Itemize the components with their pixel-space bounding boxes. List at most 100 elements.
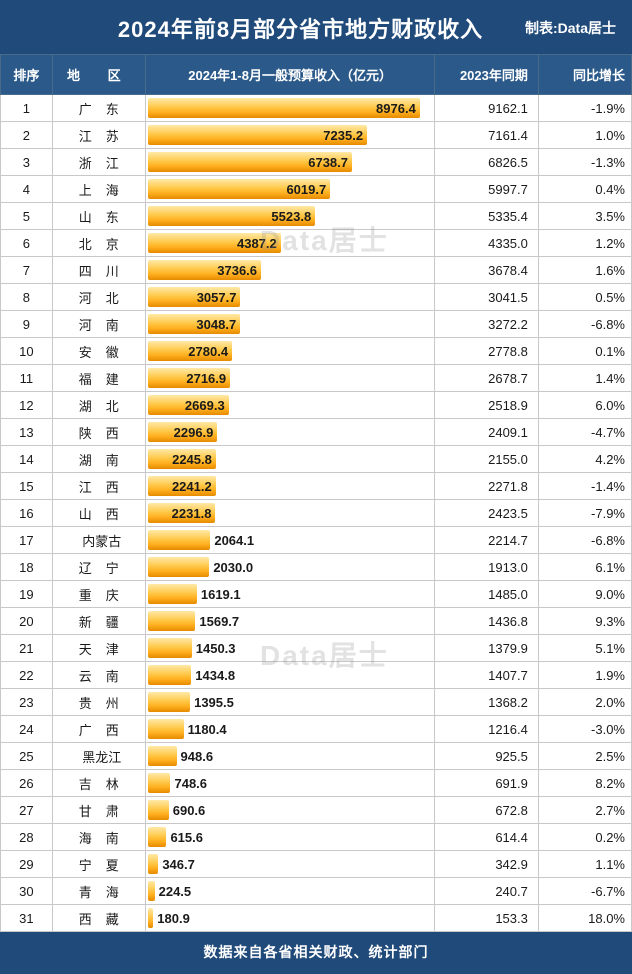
table-row: 15江西2241.22271.8-1.4%: [1, 473, 632, 500]
cell-rank: 27: [1, 797, 53, 824]
cell-rank: 21: [1, 635, 53, 662]
th-growth: 同比增长: [538, 55, 631, 95]
cell-rank: 9: [1, 311, 53, 338]
bar-value-label: 1619.1: [201, 581, 241, 607]
cell-growth: -1.3%: [538, 149, 631, 176]
table-row: 9河南3048.73272.2-6.8%: [1, 311, 632, 338]
cell-prev: 1436.8: [435, 608, 538, 635]
cell-bar: 2030.0: [145, 554, 435, 581]
table-row: 2江苏7235.27161.41.0%: [1, 122, 632, 149]
cell-rank: 2: [1, 122, 53, 149]
cell-prev: 3678.4: [435, 257, 538, 284]
cell-growth: 1.1%: [538, 851, 631, 878]
bar-value-label: 2245.8: [148, 446, 216, 472]
th-value: 2024年1-8月一般预算收入（亿元）: [145, 55, 435, 95]
bar: [148, 557, 210, 577]
cell-bar: 5523.8: [145, 203, 435, 230]
th-region: 地 区: [52, 55, 145, 95]
cell-growth: -1.4%: [538, 473, 631, 500]
bar-value-label: 224.5: [159, 878, 192, 904]
cell-prev: 2214.7: [435, 527, 538, 554]
cell-prev: 153.3: [435, 905, 538, 932]
cell-prev: 1407.7: [435, 662, 538, 689]
data-table: 排序 地 区 2024年1-8月一般预算收入（亿元） 2023年同期 同比增长 …: [0, 54, 632, 932]
cell-region: 天津: [52, 635, 145, 662]
table-row: 28海南615.6614.40.2%: [1, 824, 632, 851]
cell-region: 云南: [52, 662, 145, 689]
cell-rank: 10: [1, 338, 53, 365]
cell-growth: -3.0%: [538, 716, 631, 743]
bar-value-label: 180.9: [157, 905, 190, 931]
cell-prev: 2271.8: [435, 473, 538, 500]
cell-region: 内蒙古: [52, 527, 145, 554]
cell-rank: 22: [1, 662, 53, 689]
bar-value-label: 2064.1: [214, 527, 254, 553]
cell-prev: 2155.0: [435, 446, 538, 473]
bar-value-label: 4387.2: [148, 230, 281, 256]
cell-growth: -1.9%: [538, 95, 631, 122]
cell-region: 湖南: [52, 446, 145, 473]
bar-value-label: 1569.7: [199, 608, 239, 634]
bar-value-label: 2030.0: [213, 554, 253, 580]
table-row: 7四川3736.63678.41.6%: [1, 257, 632, 284]
table-row: 5山东5523.85335.43.5%: [1, 203, 632, 230]
bar: [148, 692, 190, 712]
cell-rank: 7: [1, 257, 53, 284]
bar: [148, 773, 171, 793]
cell-growth: -6.8%: [538, 527, 631, 554]
bar: [148, 908, 153, 928]
cell-bar: 3736.6: [145, 257, 435, 284]
cell-rank: 8: [1, 284, 53, 311]
cell-bar: 6738.7: [145, 149, 435, 176]
bar-value-label: 748.6: [174, 770, 207, 796]
cell-region: 浙江: [52, 149, 145, 176]
table-row: 8河北3057.73041.50.5%: [1, 284, 632, 311]
bar-value-label: 1450.3: [196, 635, 236, 661]
cell-bar: 6019.7: [145, 176, 435, 203]
cell-rank: 28: [1, 824, 53, 851]
cell-prev: 3041.5: [435, 284, 538, 311]
cell-rank: 12: [1, 392, 53, 419]
cell-region: 江苏: [52, 122, 145, 149]
cell-region: 新疆: [52, 608, 145, 635]
cell-rank: 26: [1, 770, 53, 797]
cell-bar: 346.7: [145, 851, 435, 878]
table-row: 25黑龙江948.6925.52.5%: [1, 743, 632, 770]
cell-growth: 0.4%: [538, 176, 631, 203]
cell-growth: 2.0%: [538, 689, 631, 716]
cell-growth: 1.9%: [538, 662, 631, 689]
bar-value-label: 2296.9: [148, 419, 218, 445]
bar-value-label: 3057.7: [148, 284, 241, 310]
cell-prev: 7161.4: [435, 122, 538, 149]
table-row: 29宁夏346.7342.91.1%: [1, 851, 632, 878]
cell-bar: 2245.8: [145, 446, 435, 473]
cell-growth: 6.0%: [538, 392, 631, 419]
cell-prev: 240.7: [435, 878, 538, 905]
cell-rank: 18: [1, 554, 53, 581]
cell-rank: 11: [1, 365, 53, 392]
cell-region: 安徽: [52, 338, 145, 365]
cell-bar: 1395.5: [145, 689, 435, 716]
cell-rank: 16: [1, 500, 53, 527]
cell-growth: -6.8%: [538, 311, 631, 338]
table-row: 11福建2716.92678.71.4%: [1, 365, 632, 392]
cell-growth: 1.6%: [538, 257, 631, 284]
bar-value-label: 3048.7: [148, 311, 240, 337]
cell-growth: -6.7%: [538, 878, 631, 905]
bar-value-label: 2669.3: [148, 392, 229, 418]
cell-region: 福建: [52, 365, 145, 392]
bar: [148, 881, 155, 901]
cell-region: 青海: [52, 878, 145, 905]
cell-bar: 8976.4: [145, 95, 435, 122]
cell-region: 广西: [52, 716, 145, 743]
cell-rank: 5: [1, 203, 53, 230]
cell-rank: 15: [1, 473, 53, 500]
table-wrap: 排序 地 区 2024年1-8月一般预算收入（亿元） 2023年同期 同比增长 …: [0, 54, 632, 932]
bar-value-label: 2780.4: [148, 338, 232, 364]
cell-rank: 29: [1, 851, 53, 878]
chart-container: 2024年前8月部分省市地方财政收入 制表:Data居士 排序 地 区 2024…: [0, 0, 632, 974]
cell-prev: 925.5: [435, 743, 538, 770]
cell-prev: 5335.4: [435, 203, 538, 230]
cell-growth: 1.4%: [538, 365, 631, 392]
bar-value-label: 5523.8: [148, 203, 315, 229]
